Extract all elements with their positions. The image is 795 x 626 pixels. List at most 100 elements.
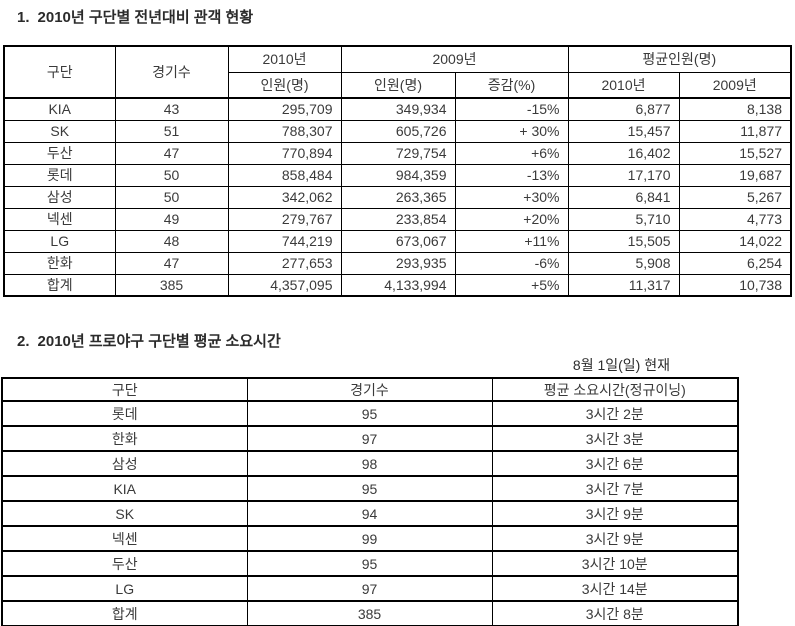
header-avg-2010: 2010년 [567, 71, 680, 99]
cell-avg-2010: 11,317 [567, 273, 680, 297]
cell-team: 롯데 [1, 400, 248, 427]
table2-row: 넥센 99 3시간 9분 [1, 525, 739, 552]
table1-row: LG 48 744,219 673,067 +11% 15,505 14,022 [3, 229, 792, 253]
cell-avg-2009: 15,527 [678, 141, 792, 165]
cell-change-pct: +11% [454, 229, 569, 253]
cell-change-pct: + 30% [454, 119, 569, 143]
cell-games: 95 [246, 550, 493, 577]
cell-avg-2010: 15,457 [567, 119, 680, 143]
cell-attendance-2009: 4,133,994 [340, 273, 456, 297]
cell-avg-time: 3시간 9분 [491, 525, 739, 552]
cell-games: 385 [246, 600, 493, 626]
header-team: 구단 [1, 377, 248, 402]
cell-avg-2010: 5,908 [567, 251, 680, 275]
cell-team: 넥센 [1, 525, 248, 552]
table2-row: SK 94 3시간 9분 [1, 500, 739, 527]
cell-team: 한화 [1, 425, 248, 452]
cell-team: KIA [3, 97, 116, 121]
cell-change-pct: +30% [454, 185, 569, 209]
cell-team: 한화 [3, 251, 116, 275]
header-year-2010: 2010년 [227, 45, 342, 73]
cell-attendance-2010: 788,307 [227, 119, 342, 143]
header-team: 구단 [3, 45, 116, 99]
cell-attendance-2009: 673,067 [340, 229, 456, 253]
cell-avg-time: 3시간 6분 [491, 450, 739, 477]
header-attendance-2010: 인원(명) [227, 71, 342, 99]
cell-games: 98 [246, 450, 493, 477]
cell-avg-2009: 11,877 [678, 119, 792, 143]
cell-games: 95 [246, 400, 493, 427]
header-attendance-2009: 인원(명) [340, 71, 456, 99]
cell-attendance-2010: 744,219 [227, 229, 342, 253]
table1-row: SK 51 788,307 605,726 + 30% 15,457 11,87… [3, 119, 792, 143]
game-duration-table: 구단 경기수 평균 소요시간(정규이닝) 롯데 95 3시간 2분 한화 97 … [1, 377, 739, 626]
table2-row: 한화 97 3시간 3분 [1, 425, 739, 452]
table1-row: 두산 47 770,894 729,754 +6% 16,402 15,527 [3, 141, 792, 165]
cell-avg-2009: 19,687 [678, 163, 792, 187]
cell-avg-2009: 5,267 [678, 185, 792, 209]
cell-attendance-2009: 293,935 [340, 251, 456, 275]
cell-games: 97 [246, 575, 493, 602]
cell-team: 삼성 [1, 450, 248, 477]
cell-change-pct: -6% [454, 251, 569, 275]
cell-attendance-2010: 770,894 [227, 141, 342, 165]
cell-change-pct: -13% [454, 163, 569, 187]
table2-row: 삼성 98 3시간 6분 [1, 450, 739, 477]
cell-team: LG [3, 229, 116, 253]
cell-games: 51 [114, 119, 229, 143]
cell-avg-time: 3시간 14분 [491, 575, 739, 602]
cell-avg-time: 3시간 8분 [491, 600, 739, 626]
cell-games: 50 [114, 185, 229, 209]
attendance-table: 구단 경기수 2010년 2009년 평균인원(명) 인원(명) 인원(명) 증… [3, 45, 793, 297]
table2-row: 롯데 95 3시간 2분 [1, 400, 739, 427]
section2-title-text: 2010년 프로야구 구단별 평균 소요시간 [37, 333, 281, 350]
cell-change-pct: +5% [454, 273, 569, 297]
cell-games: 48 [114, 229, 229, 253]
cell-avg-2009: 6,254 [678, 251, 792, 275]
attendance-table-header-row-1: 구단 경기수 2010년 2009년 평균인원(명) [3, 45, 792, 99]
table2-row: KIA 95 3시간 7분 [1, 475, 739, 502]
cell-avg-2010: 6,877 [567, 97, 680, 121]
cell-change-pct: +20% [454, 207, 569, 231]
cell-avg-time: 3시간 7분 [491, 475, 739, 502]
table1-row: 삼성 50 342,062 263,365 +30% 6,841 5,267 [3, 185, 792, 209]
cell-games: 95 [246, 475, 493, 502]
cell-team: 롯데 [3, 163, 116, 187]
cell-attendance-2010: 277,653 [227, 251, 342, 275]
cell-avg-2009: 10,738 [678, 273, 792, 297]
table1-row-total: 합계 385 4,357,095 4,133,994 +5% 11,317 10… [3, 273, 792, 297]
table1-row: KIA 43 295,709 349,934 -15% 6,877 8,138 [3, 97, 792, 121]
cell-avg-time: 3시간 9분 [491, 500, 739, 527]
header-year-2009: 2009년 [340, 45, 569, 73]
cell-avg-2010: 6,841 [567, 185, 680, 209]
cell-attendance-2010: 295,709 [227, 97, 342, 121]
cell-games: 385 [114, 273, 229, 297]
cell-games: 97 [246, 425, 493, 452]
section1-title: 1. 2010년 구단별 전년대비 관객 현황 [17, 8, 795, 28]
cell-avg-time: 3시간 3분 [491, 425, 739, 452]
cell-attendance-2010: 858,484 [227, 163, 342, 187]
cell-games: 43 [114, 97, 229, 121]
table2-row: 두산 95 3시간 10분 [1, 550, 739, 577]
table1-row: 넥센 49 279,767 233,854 +20% 5,710 4,773 [3, 207, 792, 231]
cell-team: 삼성 [3, 185, 116, 209]
cell-team: SK [1, 500, 248, 527]
cell-attendance-2009: 729,754 [340, 141, 456, 165]
cell-team: SK [3, 119, 116, 143]
as-of-date: 8월 1일(일) 현재 [572, 357, 670, 373]
section1-title-number: 1. [17, 9, 30, 26]
header-games: 경기수 [246, 377, 493, 402]
cell-attendance-2009: 605,726 [340, 119, 456, 143]
header-games: 경기수 [114, 45, 229, 99]
cell-team: LG [1, 575, 248, 602]
cell-games: 50 [114, 163, 229, 187]
section2-title-number: 2. [17, 333, 30, 350]
cell-attendance-2009: 233,854 [340, 207, 456, 231]
table1-row: 한화 47 277,653 293,935 -6% 5,908 6,254 [3, 251, 792, 275]
cell-games: 94 [246, 500, 493, 527]
header-change-pct: 증감(%) [454, 71, 569, 99]
cell-avg-time: 3시간 2분 [491, 400, 739, 427]
section1-title-text: 2010년 구단별 전년대비 관객 현황 [37, 9, 254, 26]
attendance-table-header-row-2: 인원(명) 인원(명) 증감(%) 2010년 2009년 [4, 71, 792, 99]
cell-avg-2010: 15,505 [567, 229, 680, 253]
